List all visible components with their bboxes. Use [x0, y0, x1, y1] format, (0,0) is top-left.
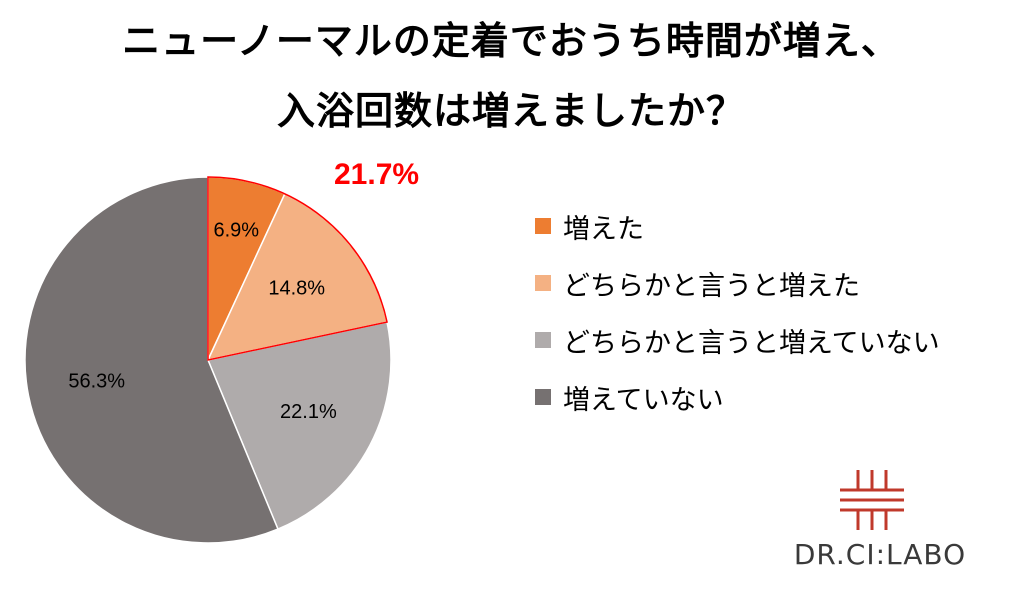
legend-label: どちらかと言うと増えた	[563, 270, 860, 302]
chart-title-line-2: 入浴回数は増えましたか？	[276, 89, 745, 133]
pie-slice	[24, 176, 279, 544]
pie-slice-label: 14.8%	[268, 278, 325, 300]
legend-label: 増えた	[563, 213, 644, 245]
logo-text: DR.CI:LABO	[793, 538, 967, 571]
legend: 増えた どちらかと言うと増えた どちらかと言うと増えていない 増えていない	[535, 205, 940, 433]
legend-swatch	[535, 389, 551, 405]
pie-slice-label: 22.1%	[280, 401, 337, 423]
pie-slice	[206, 321, 392, 531]
pie-slice-label: 56.3%	[68, 370, 125, 392]
highlight-annotation: 21.7%	[334, 158, 420, 191]
legend-item: 増えた	[535, 205, 940, 247]
pie-chart: 6.9% 14.8% 22.1% 56.3%	[24, 176, 392, 544]
logo-mark-icon	[840, 470, 904, 530]
legend-item: どちらかと言うと増えていない	[535, 319, 940, 361]
brand-logo: DR.CI:LABO	[770, 468, 1000, 578]
highlight-outline	[207, 176, 388, 361]
pie-highlight-outline	[207, 176, 388, 361]
pie-slice-label: 6.9%	[214, 220, 260, 242]
legend-label: どちらかと言うと増えていない	[563, 327, 940, 359]
legend-label: 増えていない	[563, 384, 724, 416]
legend-swatch	[535, 275, 551, 291]
chart-title-line-1: ニューノーマルの定着でおうち時間が増え、	[122, 19, 900, 63]
legend-swatch	[535, 218, 551, 234]
legend-item: どちらかと言うと増えた	[535, 262, 940, 304]
legend-swatch	[535, 332, 551, 348]
pie-labels: 6.9% 14.8% 22.1% 56.3%	[68, 220, 337, 424]
legend-item: 増えていない	[535, 376, 940, 418]
